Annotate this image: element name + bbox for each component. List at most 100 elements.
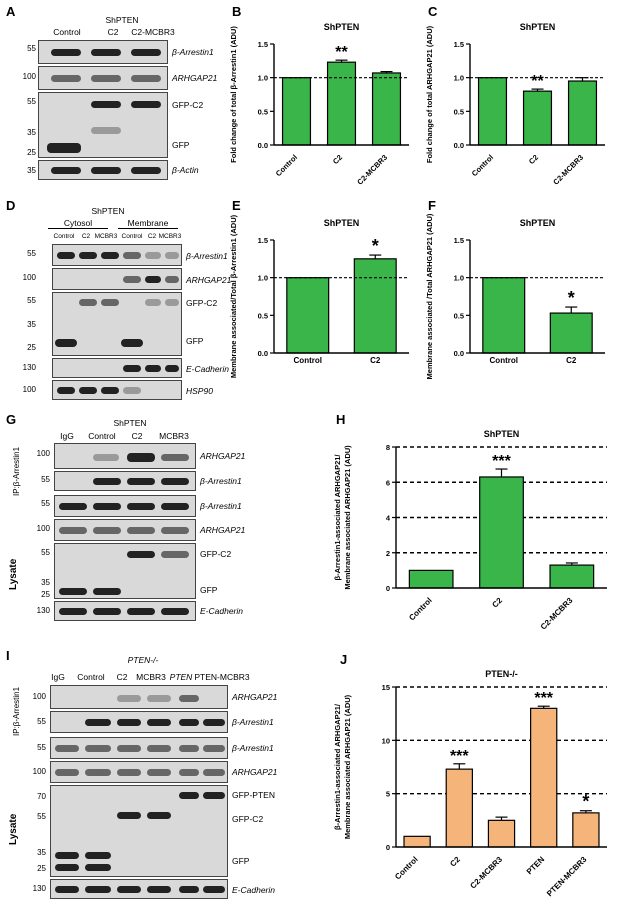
blot-i-label-arhgap21: ARHGAP21 [232,767,278,777]
y-tick-label: 0.0 [258,349,268,358]
bar [549,564,595,589]
blot-i-strip-ip-arhgap21 [50,685,228,709]
blot-d-lane-6: MCBR3 [158,233,182,240]
category-label: Control [470,153,495,178]
blot-g-mw-55: 55 [41,475,50,484]
bar [445,768,473,848]
blot-i-strip-gfp [50,785,228,877]
chart-c: ShPTEN Control ** C2 C2-MCBR3 0.0 0.5 1.0 1.5 Fol… [425,22,605,187]
y-tick-label: 1.5 [258,236,268,245]
bar [326,61,357,146]
blot-g-mw-100b: 100 [36,524,50,533]
blot-i-mw-100b: 100 [32,767,46,776]
blot-d-label-hsp90: HSP90 [186,386,213,396]
blot-a-mw-55: 55 [27,44,36,53]
blot-i-mw-130: 130 [32,884,46,893]
blot-g-mw-25: 25 [41,590,50,599]
blot-a-lane-c2-mcbr3: C2-MCBR3 [131,27,175,37]
y-axis-label: β-Arrestin1-associated ARHGAP21/ [333,454,342,581]
blot-a-label-arhgap21: ARHGAP21 [172,73,218,83]
blot-g-strip-ip-arhgap21 [54,443,196,469]
chart-title: ShPTEN [324,22,360,32]
blot-i-mw-70: 70 [37,792,46,801]
blot-d-mw-55b: 55 [27,296,36,305]
blot-a-strip-arhgap21 [38,66,168,90]
blot-i-mw-25: 25 [37,864,46,873]
blot-a-strip-arrestin [38,40,168,64]
blot-g-strip-gfp [54,543,196,599]
significance-label: *** [450,748,469,765]
panel-label-j: J [340,652,348,667]
chart-title: ShPTEN [520,218,556,228]
panel-label-d: D [6,198,16,213]
bar [482,277,526,354]
blot-g-mw-130: 130 [36,606,50,615]
category-label: PTEN [525,855,547,877]
blot-g-strip-ip-arrestin [54,471,196,491]
blot-g-mw-100: 100 [36,449,50,458]
y-tick-label: 5 [386,790,390,799]
significance-label: * [568,288,575,308]
blot-a-label-actin: β-Actin [172,165,199,175]
blot-i-label-ip-arhgap21: ARHGAP21 [232,692,278,702]
blot-i-lane-igg: IgG [51,672,65,682]
y-tick-label: 6 [386,478,390,487]
blot-i-mw-35: 35 [37,848,46,857]
blot-i-lane-control: Control [77,672,105,682]
panel-label-c: C [428,4,438,19]
significance-label: ** [335,44,348,61]
bar [286,277,330,354]
y-axis-label: Membrane associated /Total ARHGAP21 (ADU… [425,214,434,379]
chart-title: ShPTEN [520,22,556,32]
blot-g-label-gfp-c2: GFP-C2 [200,549,232,559]
chart-b: ShPTEN Control ** C2 C2-MCBR3 0.0 0.5 1.0 1.5 Fol… [229,22,409,187]
bar [567,80,598,146]
y-axis-label: β-Arrestin1-associated ARHGAP21/ [333,703,342,830]
blot-a-label-gfp: GFP [172,140,190,150]
category-label: C2 [331,153,344,166]
blot-a-mw-35b: 35 [27,166,36,175]
y-axis-label: Membrane associated/Total β-Arrestin1 (A… [229,214,238,378]
blot-i-label-gfp-c2: GFP-C2 [232,814,264,824]
blot-i-label-arrestin: β-Arrestin1 [232,743,274,753]
bar [371,72,402,146]
y-tick-label: 1.5 [454,236,464,245]
blot-d-mw-25: 25 [27,343,36,352]
blot-g-mw-55c: 55 [41,548,50,557]
bar [487,819,516,848]
panel-label-h: H [336,412,346,427]
panel-label-i: I [6,648,10,663]
blot-i-label-gfp-pten: GFP-PTEN [232,790,275,800]
blot-a-strip-actin [38,160,168,180]
blot-a-mw-55b: 55 [27,97,36,106]
blot-g-label-ip-arrestin: β-Arrestin1 [200,476,242,486]
y-tick-label: 0 [386,584,390,593]
blot-d-label-gfp: GFP [186,336,204,346]
y-tick-label: 0.5 [258,311,268,320]
blot-d-lane-4: Control [121,233,143,240]
blot-d-lane-2: C2 [81,233,91,240]
blot-a-mw-35: 35 [27,128,36,137]
blot-d-label-arhgap21: ARHGAP21 [186,275,232,285]
blot-i-mw-55b: 55 [37,743,46,752]
blot-a-lane-c2: C2 [107,27,119,37]
significance-label: ** [531,73,544,90]
y-tick-label: 4 [386,514,391,523]
blot-d-strip-arhgap21 [52,268,182,290]
chart-e: ShPTEN Control * C2 0.0 0.5 1.0 1.5 Membrane ass… [229,214,409,378]
category-label: C2-MCBR3 [355,153,389,187]
blot-d-lane-3: MCBR3 [94,233,118,240]
blot-d-strip-arrestin [52,244,182,266]
blot-a-strip-gfp [38,92,168,158]
blot-g-strip-arhgap21 [54,519,196,541]
blot-i-mw-55: 55 [37,717,46,726]
category-label: Control [294,356,322,365]
blot-d-strip-ecad [52,358,182,378]
y-tick-label: 0 [386,843,390,852]
blot-g-label-ecad: E-Cadherin [200,606,243,616]
blot-g-strip-arrestin [54,495,196,517]
blot-g-label-arhgap21: ARHGAP21 [200,525,246,535]
bar [549,312,593,354]
category-label: C2 [370,356,381,365]
y-tick-label: 0.5 [454,107,464,116]
